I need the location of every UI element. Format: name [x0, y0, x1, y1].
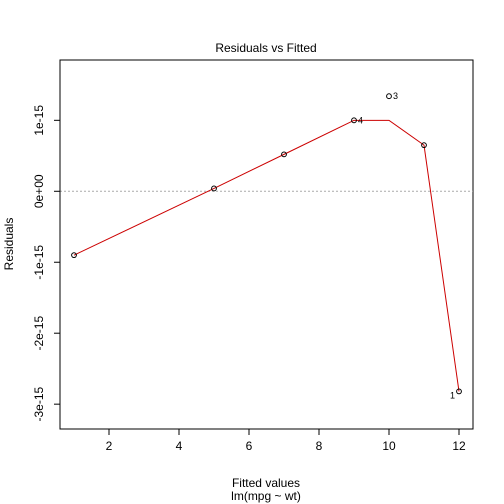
x-axis-label: Fitted values — [232, 476, 300, 490]
smoother-line-group — [73, 119, 460, 392]
smoother-line — [73, 119, 460, 392]
x-axis: 2 4 6 8 10 12 — [106, 428, 466, 453]
y-axis: 1e-15 0e+00 -1e-15 -2e-15 -3e-15 — [32, 105, 61, 422]
point-label-3: 3 — [393, 91, 398, 101]
y-tick-label-0: 1e-15 — [32, 105, 46, 136]
point-label-1: 1 — [450, 390, 455, 400]
y-tick-label-3: -2e-15 — [32, 316, 46, 351]
data-point-2 — [211, 185, 217, 192]
x-tick-label-12: 12 — [452, 439, 466, 453]
x-axis-sublabel: lm(mpg ~ wt) — [231, 489, 301, 503]
data-points-group: 4 3 1 — [71, 91, 462, 400]
y-tick-label-2: -1e-15 — [32, 245, 46, 280]
data-point-6 — [421, 142, 427, 149]
y-axis-label: Residuals — [2, 218, 16, 271]
chart-title: Residuals vs Fitted — [215, 41, 316, 55]
y-tick-label-4: -3e-15 — [32, 386, 46, 421]
x-tick-label-4: 4 — [176, 439, 183, 453]
point-label-4: 4 — [358, 115, 363, 125]
data-point-1 — [71, 252, 77, 259]
y-tick-label-1: 0e+00 — [32, 174, 46, 208]
x-tick-label-10: 10 — [382, 439, 396, 453]
data-point-3 — [281, 151, 287, 158]
data-point-5 — [386, 93, 392, 100]
data-point-4 — [351, 117, 357, 124]
plot-frame — [59, 59, 474, 430]
x-tick-label-8: 8 — [316, 439, 323, 453]
x-tick-label-6: 6 — [246, 439, 253, 453]
x-tick-label-2: 2 — [106, 439, 113, 453]
data-point-7 — [456, 388, 462, 395]
